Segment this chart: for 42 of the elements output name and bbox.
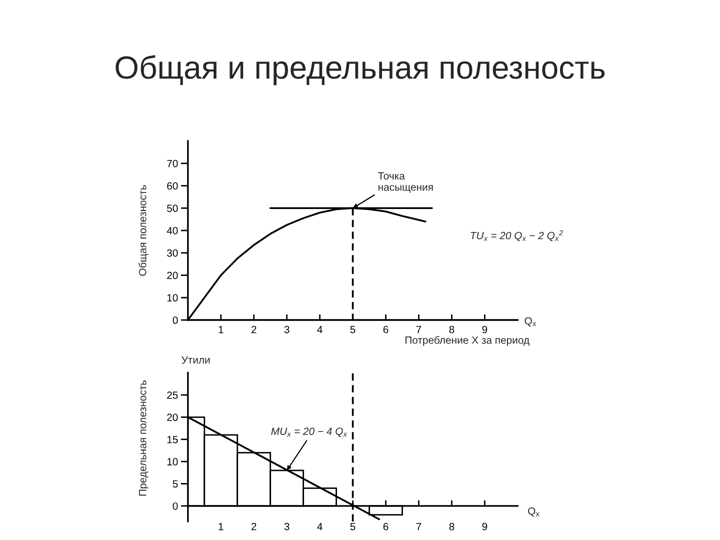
x-tick-label: 8 [449,522,454,530]
y-tick-label: 0 [172,502,178,510]
x-tick-label: 3 [284,522,290,530]
y-axis-title: Предельная полезность [139,380,148,496]
x-tick-label: 9 [482,522,488,530]
y-axis-title: Общая полезность [138,185,148,276]
chart-title: Общая и предельная полезность [116,55,605,86]
annotation: TU$_{x}$ = 20 Q$_{x}$ − 2 Q$_{x}$$^{2}$ [470,230,563,242]
y-tick-label: 10 [167,294,178,302]
y-tick-label: 15 [167,436,178,444]
x-tick-label: 3 [284,326,290,334]
annotation: Точка насыщения [378,172,433,193]
y-tick-label: 20 [167,414,178,422]
text: Q$_{x}$ [524,317,536,326]
x-tick-label: 8 [449,326,454,334]
x-tick-label: 7 [416,522,422,530]
x-tick-label: 6 [383,326,388,334]
text: Утили [182,356,210,364]
x-tick-label: 9 [482,326,488,334]
y-tick-label: 25 [167,391,178,399]
y-tick-label: 20 [167,272,178,280]
y-tick-label: 70 [167,160,178,168]
x-tick-label: 7 [416,326,422,334]
y-tick-label: 5 [172,480,178,488]
y-tick-label: 10 [167,458,178,466]
x-tick-label: 6 [383,522,388,530]
x-tick-label: 4 [317,326,322,334]
x-tick-label: 4 [317,522,322,530]
x-tick-label: 5 [350,522,356,530]
y-tick-label: 50 [167,204,178,212]
x-tick-label: 2 [252,326,256,334]
x-axis-title: Потребление X за период [406,336,530,346]
x-tick-label: 1 [218,522,224,530]
x-tick-label: 2 [252,522,256,530]
y-tick-label: 30 [167,249,178,257]
x-tick-label: 1 [218,326,224,334]
text: Q$_{x}$ [528,507,540,517]
y-tick-label: 60 [167,182,178,190]
x-tick-label: 5 [350,326,356,334]
annotation: MU$_{x}$ = 20 − 4 Q$_{x}$ [271,428,348,437]
y-tick-label: 40 [166,227,178,234]
y-tick-label: 0 [172,316,178,324]
